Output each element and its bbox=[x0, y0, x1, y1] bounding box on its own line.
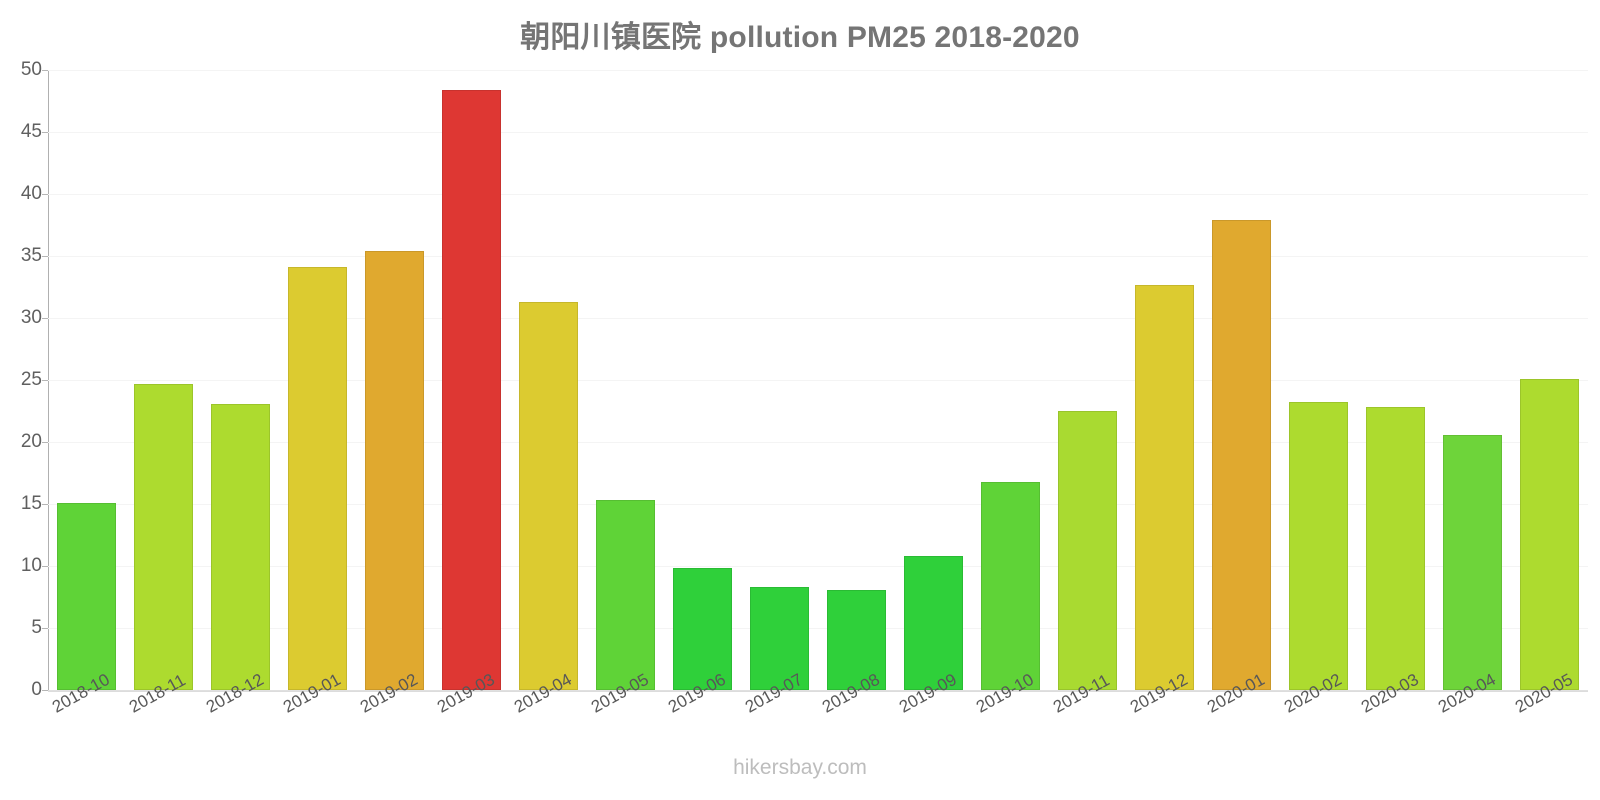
gridline bbox=[48, 690, 1588, 691]
y-axis-labels: 0 5 10 15 20 25 30 35 40 45 50 bbox=[0, 0, 49, 800]
gridline bbox=[48, 194, 1588, 195]
y-axis-tick-mark bbox=[42, 504, 49, 505]
chart-title: 朝阳川镇医院 pollution PM25 2018-2020 bbox=[520, 21, 1080, 54]
bar-fill bbox=[1288, 402, 1349, 690]
bar-fill bbox=[518, 301, 579, 690]
bar[interactable] bbox=[364, 251, 425, 690]
bar-fill bbox=[672, 568, 733, 690]
gridline bbox=[48, 256, 1588, 257]
gridline bbox=[48, 132, 1588, 133]
y-axis-tick-mark bbox=[42, 380, 49, 381]
y-axis-tick-mark bbox=[42, 132, 49, 133]
y-axis-tick-mark bbox=[42, 194, 49, 195]
gridline bbox=[48, 628, 1588, 629]
plot-area bbox=[48, 70, 1588, 691]
y-axis-tick-label: 20 bbox=[20, 431, 42, 452]
bar-fill bbox=[56, 502, 117, 690]
bar[interactable] bbox=[1288, 402, 1349, 690]
y-axis-tick-mark bbox=[42, 442, 49, 443]
watermark-label: hikersbay.com bbox=[733, 756, 867, 779]
bar-fill bbox=[903, 556, 964, 690]
bar-fill bbox=[210, 403, 271, 690]
y-axis-tick-label: 10 bbox=[20, 555, 42, 576]
bar-fill bbox=[1057, 411, 1118, 690]
bar[interactable] bbox=[133, 383, 194, 690]
bar[interactable] bbox=[1057, 411, 1118, 690]
bar[interactable] bbox=[518, 301, 579, 690]
bar[interactable] bbox=[1519, 378, 1580, 690]
y-axis-tick-label: 40 bbox=[20, 183, 42, 204]
y-axis-tick-mark bbox=[42, 566, 49, 567]
bar-fill bbox=[287, 267, 348, 690]
bar[interactable] bbox=[595, 500, 656, 690]
y-axis-tick-label: 30 bbox=[20, 307, 42, 328]
bar[interactable] bbox=[441, 89, 502, 690]
y-axis-tick-mark bbox=[42, 256, 49, 257]
y-axis-tick-label: 25 bbox=[20, 369, 42, 390]
y-axis-tick-label: 15 bbox=[20, 493, 42, 514]
bar-fill bbox=[364, 251, 425, 690]
gridline bbox=[48, 442, 1588, 443]
y-axis-tick-mark bbox=[42, 690, 49, 691]
bar-fill bbox=[749, 587, 810, 690]
y-axis-tick-label: 35 bbox=[20, 245, 42, 266]
bar[interactable] bbox=[1365, 407, 1426, 690]
bar[interactable] bbox=[672, 568, 733, 690]
bar[interactable] bbox=[287, 267, 348, 690]
gridline bbox=[48, 70, 1588, 71]
bar-fill bbox=[441, 89, 502, 690]
bar[interactable] bbox=[826, 589, 887, 690]
bar[interactable] bbox=[1134, 284, 1195, 690]
y-axis-tick-mark bbox=[42, 70, 49, 71]
bar[interactable] bbox=[903, 556, 964, 690]
y-axis-tick-label: 5 bbox=[31, 617, 42, 638]
bar-fill bbox=[1519, 378, 1580, 690]
gridline bbox=[48, 566, 1588, 567]
y-axis-tick-mark bbox=[42, 628, 49, 629]
y-axis-tick-label: 0 bbox=[31, 679, 42, 700]
y-axis-line bbox=[48, 70, 49, 692]
bar[interactable] bbox=[980, 481, 1041, 690]
bar-fill bbox=[133, 383, 194, 690]
y-axis-tick-mark bbox=[42, 318, 49, 319]
y-axis-tick-label: 50 bbox=[20, 59, 42, 80]
gridline bbox=[48, 504, 1588, 505]
bar-fill bbox=[980, 481, 1041, 690]
gridline bbox=[48, 380, 1588, 381]
bar[interactable] bbox=[210, 403, 271, 690]
bar[interactable] bbox=[1442, 434, 1503, 690]
gridline bbox=[48, 318, 1588, 319]
bar-fill bbox=[595, 500, 656, 690]
bar-fill bbox=[826, 589, 887, 690]
bar-fill bbox=[1211, 220, 1272, 690]
bar-fill bbox=[1365, 407, 1426, 690]
y-axis-tick-label: 45 bbox=[20, 121, 42, 142]
bar-fill bbox=[1134, 284, 1195, 690]
x-axis-line bbox=[48, 691, 1588, 692]
bar[interactable] bbox=[1211, 220, 1272, 690]
bar-fill bbox=[1442, 434, 1503, 690]
bar[interactable] bbox=[56, 502, 117, 690]
bar[interactable] bbox=[749, 587, 810, 690]
